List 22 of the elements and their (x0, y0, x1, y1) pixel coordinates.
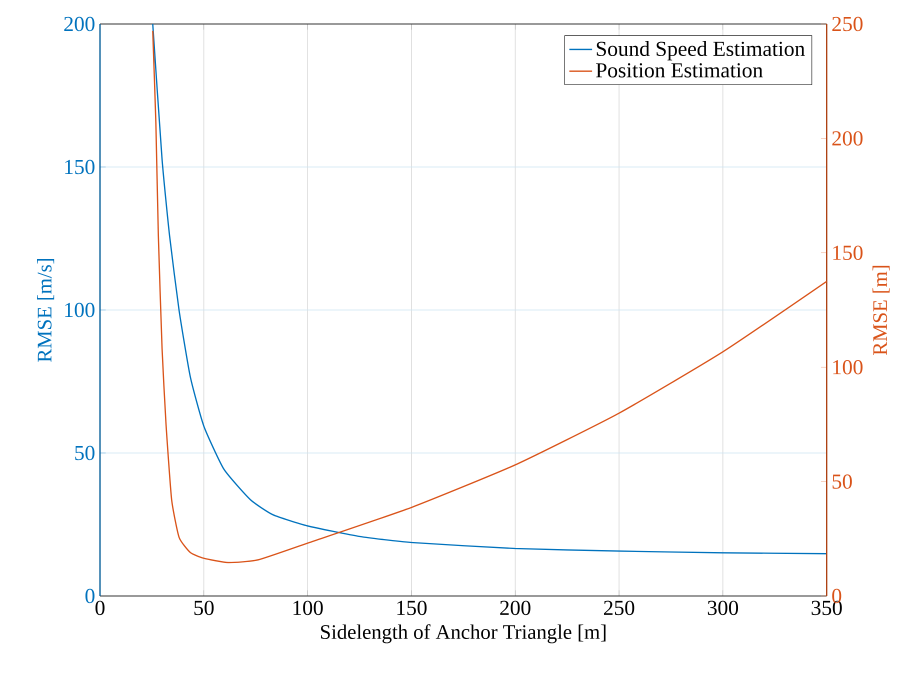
y-axis-title: RMSE [m/s] (37, 258, 54, 362)
y-tick-label: 0 (85, 588, 94, 604)
y2-tick-label: 50 (832, 474, 852, 489)
legend-label: Position Estimation (596, 63, 763, 78)
x-tick-label: 200 (500, 600, 530, 616)
x-tick-label: 300 (708, 600, 738, 616)
x-tick-label: 0 (95, 600, 105, 616)
x-tick-label: 250 (604, 600, 634, 616)
y2-axis-title: RMSE [m] (872, 266, 890, 356)
y2-tick-label: 200 (832, 131, 863, 146)
y-tick-label: 50 (75, 446, 94, 460)
y2-tick-label: 150 (833, 246, 863, 260)
y-tick-label: 100 (65, 302, 94, 318)
x-tick-label: 50 (194, 600, 214, 616)
y-tick-label: 200 (64, 16, 94, 32)
y2-tick-label: 100 (833, 360, 863, 374)
y-tick-label: 150 (65, 160, 94, 174)
x-tick-label: 150 (397, 600, 427, 616)
x-axis-title: Sidelength of Anchor Triangle [m] (321, 624, 606, 644)
legend-label: Sound Speed Estimation (596, 41, 805, 60)
y2-tick-label: 250 (832, 16, 863, 32)
x-tick-label: 100 (294, 600, 323, 616)
